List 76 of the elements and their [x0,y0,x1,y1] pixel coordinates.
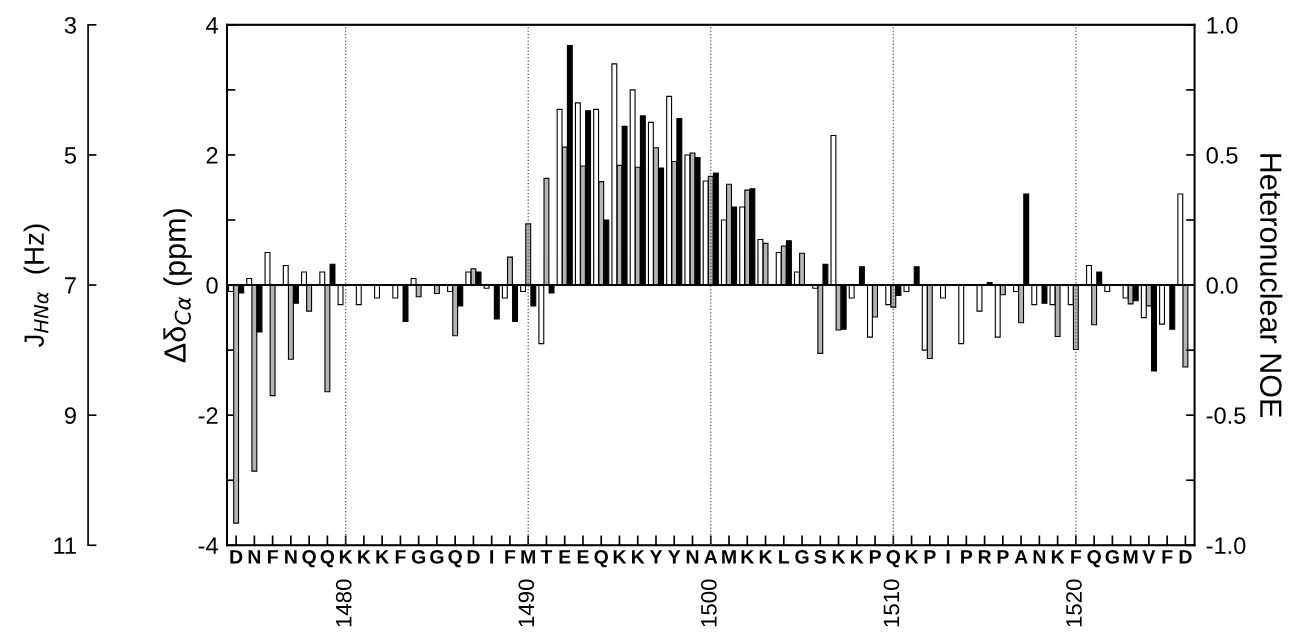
x-tick-label: F [505,550,516,564]
x-tick-label: K [905,550,919,564]
x-tick-label: K [613,550,627,564]
x-tick-label: K [741,550,755,564]
x-tick-label: P [924,550,936,564]
y2-axis-title: Heteronuclear NOE [1260,154,1283,418]
y2-tick-label: -1.0 [1206,537,1246,555]
y-tick-label: 4 [206,17,218,34]
x-tick-label: K [632,550,645,564]
y-axis-title: Δδ$_{Cα}$ (ppm) [163,209,192,363]
x-tick-label: A [704,550,718,564]
x-tick-label: F [267,550,278,564]
y2-tick-label: 1.0 [1207,16,1238,34]
x-tick-label: Q [1087,549,1101,568]
x-tick-label: R [978,550,992,564]
y3-axis-title: J$_{HNα}$ (Hz) [23,224,50,348]
y-tick-label: -4 [198,537,218,554]
x-tick-label: N [686,550,699,564]
x-tick-label: A [1014,550,1028,564]
x-tick-label: P [961,550,973,564]
x-tick-label: G [795,549,809,564]
x2-tick-label: 1520 [1066,579,1082,627]
x-tick-label: Y [668,550,681,564]
x-tick-label: G [411,549,426,564]
x-tick-label: P [869,550,881,564]
x-tick-label: T [540,550,553,564]
x-tick-label: Q [886,549,901,568]
x-tick-label: Q [448,549,462,568]
y-tick-label: -2 [198,407,218,424]
y2-tick-label: 0.5 [1206,147,1238,164]
y3-tick-label: 3 [64,16,76,34]
y-tick-label: 0 [206,277,218,294]
x2-tick-label: 1490 [518,579,535,627]
x-tick-label: Q [320,549,335,568]
x-tick-label: N [285,550,297,564]
x-tick-label: D [467,550,480,564]
x-tick-label: K [759,550,773,564]
y2-tick-label: -0.5 [1206,407,1246,424]
x2-tick-label: 1510 [883,579,900,627]
y3-tick-label: 7 [65,277,76,294]
x-tick-label: M [521,550,535,564]
x-tick-label: M [1123,550,1138,564]
x-tick-label: Y [649,550,663,564]
x-tick-label: Q [302,549,316,568]
x-tick-label: K [851,550,864,564]
x-tick-label: D [230,550,243,564]
x2-tick-label: 1500 [700,579,717,627]
x-tick-label: N [1033,550,1046,564]
x-tick-label: E [559,550,571,564]
y3-tick-label: 5 [64,147,76,164]
x-tick-label: S [814,549,827,564]
y3-tick-label: 11 [54,537,76,554]
x-tick-label: G [1105,549,1119,564]
x-tick-label: K [832,550,846,564]
x-tick-label: P [997,550,1009,564]
x-tick-label: M [722,550,736,564]
y3-tick-label: 9 [64,407,76,424]
x-tick-label: F [395,550,406,564]
x-tick-label: E [577,550,589,564]
x-tick-label: N [248,550,261,564]
x-tick-label: D [1179,550,1192,564]
x2-tick-label: 1480 [335,579,352,627]
x-tick-label: G [430,549,444,564]
x-tick-label: I [946,550,950,564]
x-tick-label: K [1051,550,1065,564]
x-tick-label: Q [594,549,608,568]
x-tick-label: K [339,550,353,564]
x-tick-label: K [376,550,389,564]
x-tick-label: L [779,550,790,564]
x-tick-label: I [490,550,494,564]
x-tick-label: F [1162,550,1173,564]
x-tick-label: F [1071,550,1082,564]
x-tick-label: K [358,550,371,564]
y-tick-label: 2 [206,147,218,164]
x-tick-label: V [1142,550,1156,564]
y2-tick-label: 0.0 [1206,277,1238,294]
